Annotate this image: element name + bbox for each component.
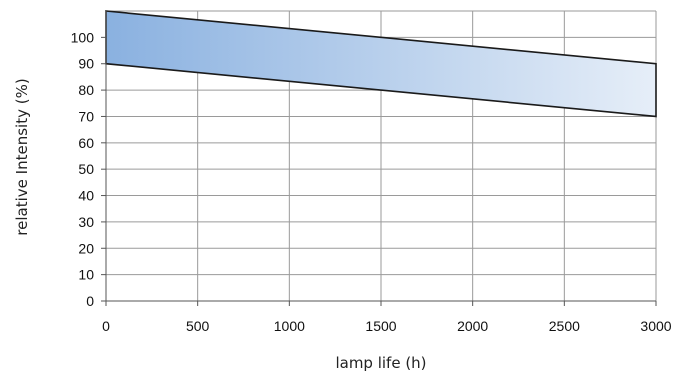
y-tick-label: 60 [78, 135, 94, 151]
x-tick-label: 3000 [640, 318, 671, 334]
x-tick-label: 500 [186, 318, 210, 334]
x-tick-label: 0 [102, 318, 110, 334]
x-axis-title: lamp life (h) [335, 354, 426, 372]
y-tick-label: 70 [78, 108, 94, 124]
y-tick-label: 20 [78, 240, 94, 256]
x-tick-label: 1500 [365, 318, 396, 334]
y-tick-label: 10 [78, 267, 94, 283]
x-tick-label: 1000 [274, 318, 305, 334]
y-axis-title: relative Intensity (%) [13, 78, 31, 235]
axes [101, 11, 657, 306]
y-tick-label: 0 [86, 293, 94, 309]
y-tick-label: 50 [78, 161, 94, 177]
y-tick-label: 40 [78, 188, 94, 204]
x-tick-label: 2000 [457, 318, 488, 334]
y-tick-label: 80 [78, 82, 94, 98]
y-tick-label: 90 [78, 56, 94, 72]
y-tick-label: 30 [78, 214, 94, 230]
y-tick-label: 100 [71, 29, 95, 45]
x-tick-label: 2500 [549, 318, 580, 334]
